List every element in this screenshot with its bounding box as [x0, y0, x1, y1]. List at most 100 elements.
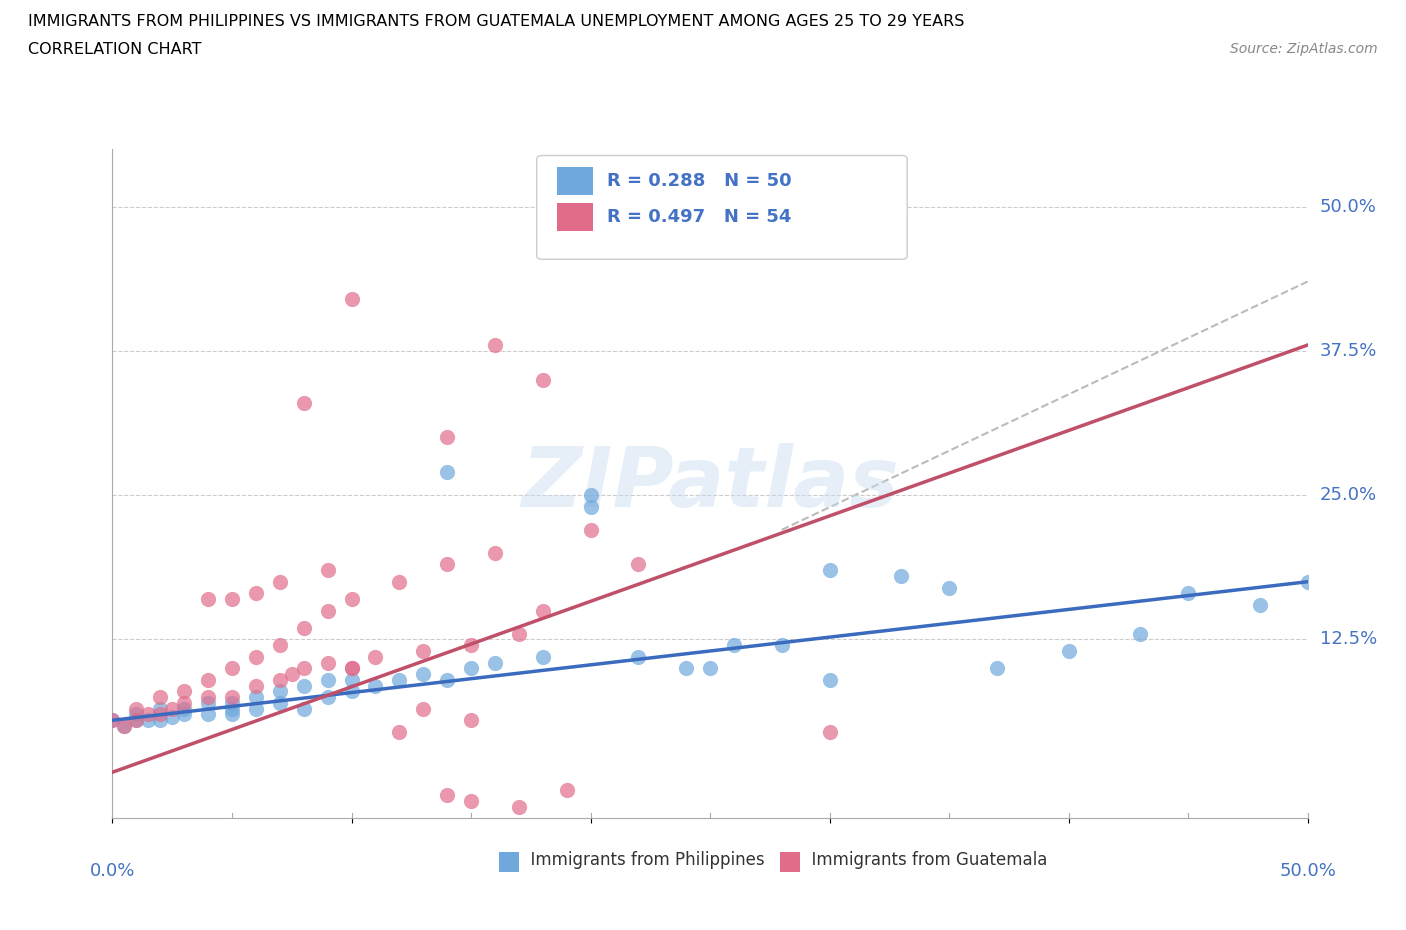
Point — [436, 430, 458, 445]
Point — [125, 707, 148, 722]
Point — [245, 586, 267, 601]
Point — [460, 712, 482, 727]
Point — [138, 712, 160, 727]
Point — [149, 712, 172, 727]
Point — [281, 667, 304, 682]
Point — [162, 710, 183, 724]
Point — [101, 712, 124, 727]
Point — [221, 696, 243, 711]
FancyBboxPatch shape — [557, 166, 593, 195]
Text: 50.0%: 50.0% — [1279, 862, 1336, 881]
Point — [890, 568, 912, 583]
Text: R = 0.497   N = 54: R = 0.497 N = 54 — [607, 208, 792, 226]
Point — [770, 638, 793, 653]
Point — [149, 707, 172, 722]
Text: Immigrants from Philippines: Immigrants from Philippines — [520, 851, 765, 870]
Point — [149, 690, 172, 705]
Point — [269, 672, 291, 687]
Point — [340, 672, 363, 687]
Point — [460, 638, 482, 653]
Point — [197, 696, 219, 711]
Point — [173, 684, 195, 698]
Point — [1129, 626, 1152, 641]
Point — [125, 701, 148, 716]
Point — [269, 684, 291, 698]
Point — [579, 499, 602, 514]
Text: CORRELATION CHART: CORRELATION CHART — [28, 42, 201, 57]
Point — [818, 672, 841, 687]
Point — [245, 649, 267, 664]
Point — [1057, 644, 1080, 658]
Point — [388, 724, 411, 739]
Point — [292, 395, 315, 410]
Text: ZIPatlas: ZIPatlas — [522, 443, 898, 525]
Text: 37.5%: 37.5% — [1319, 342, 1376, 360]
Point — [579, 523, 602, 538]
Point — [388, 672, 411, 687]
FancyBboxPatch shape — [557, 203, 593, 232]
Point — [699, 661, 721, 676]
Point — [173, 701, 195, 716]
Point — [818, 563, 841, 578]
Point — [114, 719, 135, 734]
Point — [723, 638, 745, 653]
Point — [531, 649, 554, 664]
Point — [245, 678, 267, 693]
Point — [484, 338, 506, 352]
Point — [555, 782, 578, 797]
Point — [986, 661, 1008, 676]
FancyBboxPatch shape — [537, 155, 907, 259]
Point — [412, 644, 434, 658]
Point — [1177, 586, 1199, 601]
Point — [460, 661, 482, 676]
Point — [197, 707, 219, 722]
Point — [340, 291, 363, 306]
Point — [162, 701, 183, 716]
Point — [221, 690, 243, 705]
Point — [197, 690, 219, 705]
Point — [531, 372, 554, 387]
Point — [149, 701, 172, 716]
Point — [221, 701, 243, 716]
Text: IMMIGRANTS FROM PHILIPPINES VS IMMIGRANTS FROM GUATEMALA UNEMPLOYMENT AMONG AGES: IMMIGRANTS FROM PHILIPPINES VS IMMIGRANT… — [28, 14, 965, 29]
Point — [579, 487, 602, 502]
Point — [938, 580, 960, 595]
Point — [484, 655, 506, 670]
Text: 0.0%: 0.0% — [90, 862, 135, 881]
Point — [245, 690, 267, 705]
Point — [197, 591, 219, 606]
Point — [197, 672, 219, 687]
Text: 50.0%: 50.0% — [1319, 197, 1376, 216]
Point — [412, 701, 434, 716]
Point — [316, 563, 339, 578]
Point — [531, 604, 554, 618]
Point — [1296, 575, 1319, 590]
Point — [508, 800, 530, 815]
Point — [818, 724, 841, 739]
Point — [292, 661, 315, 676]
Text: Source: ZipAtlas.com: Source: ZipAtlas.com — [1230, 42, 1378, 56]
Point — [221, 591, 243, 606]
Point — [269, 696, 291, 711]
Text: Immigrants from Guatemala: Immigrants from Guatemala — [801, 851, 1047, 870]
Point — [1249, 597, 1271, 612]
Text: 25.0%: 25.0% — [1319, 486, 1376, 504]
Point — [221, 707, 243, 722]
Text: 12.5%: 12.5% — [1319, 631, 1376, 648]
Point — [292, 701, 315, 716]
Point — [245, 701, 267, 716]
Point — [364, 649, 387, 664]
Point — [173, 696, 195, 711]
Point — [316, 690, 339, 705]
Point — [340, 591, 363, 606]
Point — [627, 557, 650, 572]
Point — [114, 719, 135, 734]
Point — [412, 667, 434, 682]
Point — [436, 557, 458, 572]
Point — [340, 661, 363, 676]
Point — [436, 465, 458, 480]
Point — [101, 712, 124, 727]
Point — [173, 707, 195, 722]
Point — [364, 678, 387, 693]
Point — [460, 793, 482, 808]
